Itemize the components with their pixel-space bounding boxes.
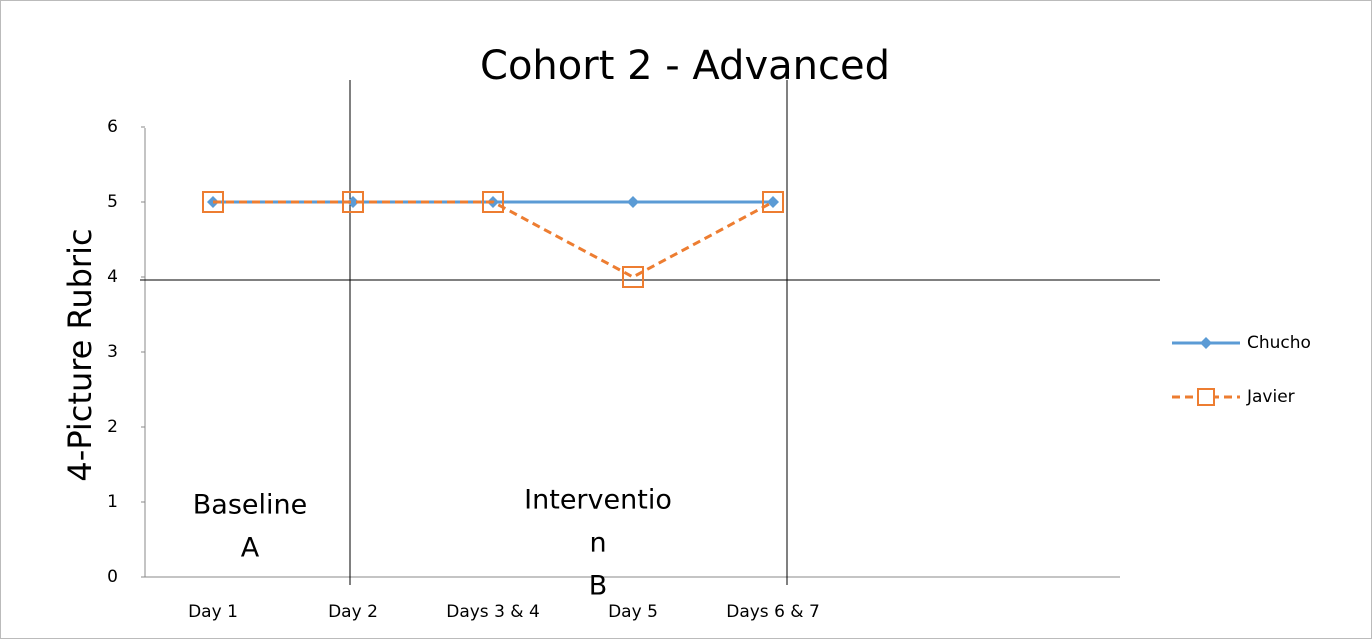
marker [767, 196, 779, 208]
phase-label: Baseline [193, 490, 307, 521]
legend-label: Chucho [1247, 333, 1311, 353]
phase-label: A [241, 533, 260, 564]
y-axis-label: 4-Picture Rubric [61, 228, 99, 481]
legend-marker [1197, 388, 1215, 406]
x-tick-label: Day 1 [188, 602, 238, 622]
phase-label: n [589, 528, 606, 559]
phase-label: B [589, 571, 608, 602]
y-tick-label: 3 [107, 342, 118, 362]
x-tick-label: Days 3 & 4 [446, 602, 540, 622]
marker [202, 191, 224, 213]
legend-marker [1200, 337, 1212, 349]
legend-label: Javier [1246, 387, 1295, 407]
marker [347, 196, 359, 208]
chart-title: Cohort 2 - Advanced [480, 43, 890, 89]
marker [627, 196, 639, 208]
marker [762, 191, 784, 213]
y-tick-label: 0 [107, 567, 118, 587]
y-tick-label: 1 [107, 492, 118, 512]
marker [622, 266, 644, 288]
y-tick-label: 2 [107, 417, 118, 437]
marker [342, 191, 364, 213]
y-tick-label: 4 [107, 267, 118, 287]
marker [482, 191, 504, 213]
series-line [213, 200, 774, 279]
x-tick-label: Day 2 [328, 602, 378, 622]
x-tick-label: Day 5 [608, 602, 658, 622]
x-tick-label: Days 6 & 7 [726, 602, 820, 622]
y-tick-label: 5 [107, 192, 118, 212]
phase-label: Interventio [524, 485, 672, 516]
y-tick-label: 6 [107, 117, 118, 137]
